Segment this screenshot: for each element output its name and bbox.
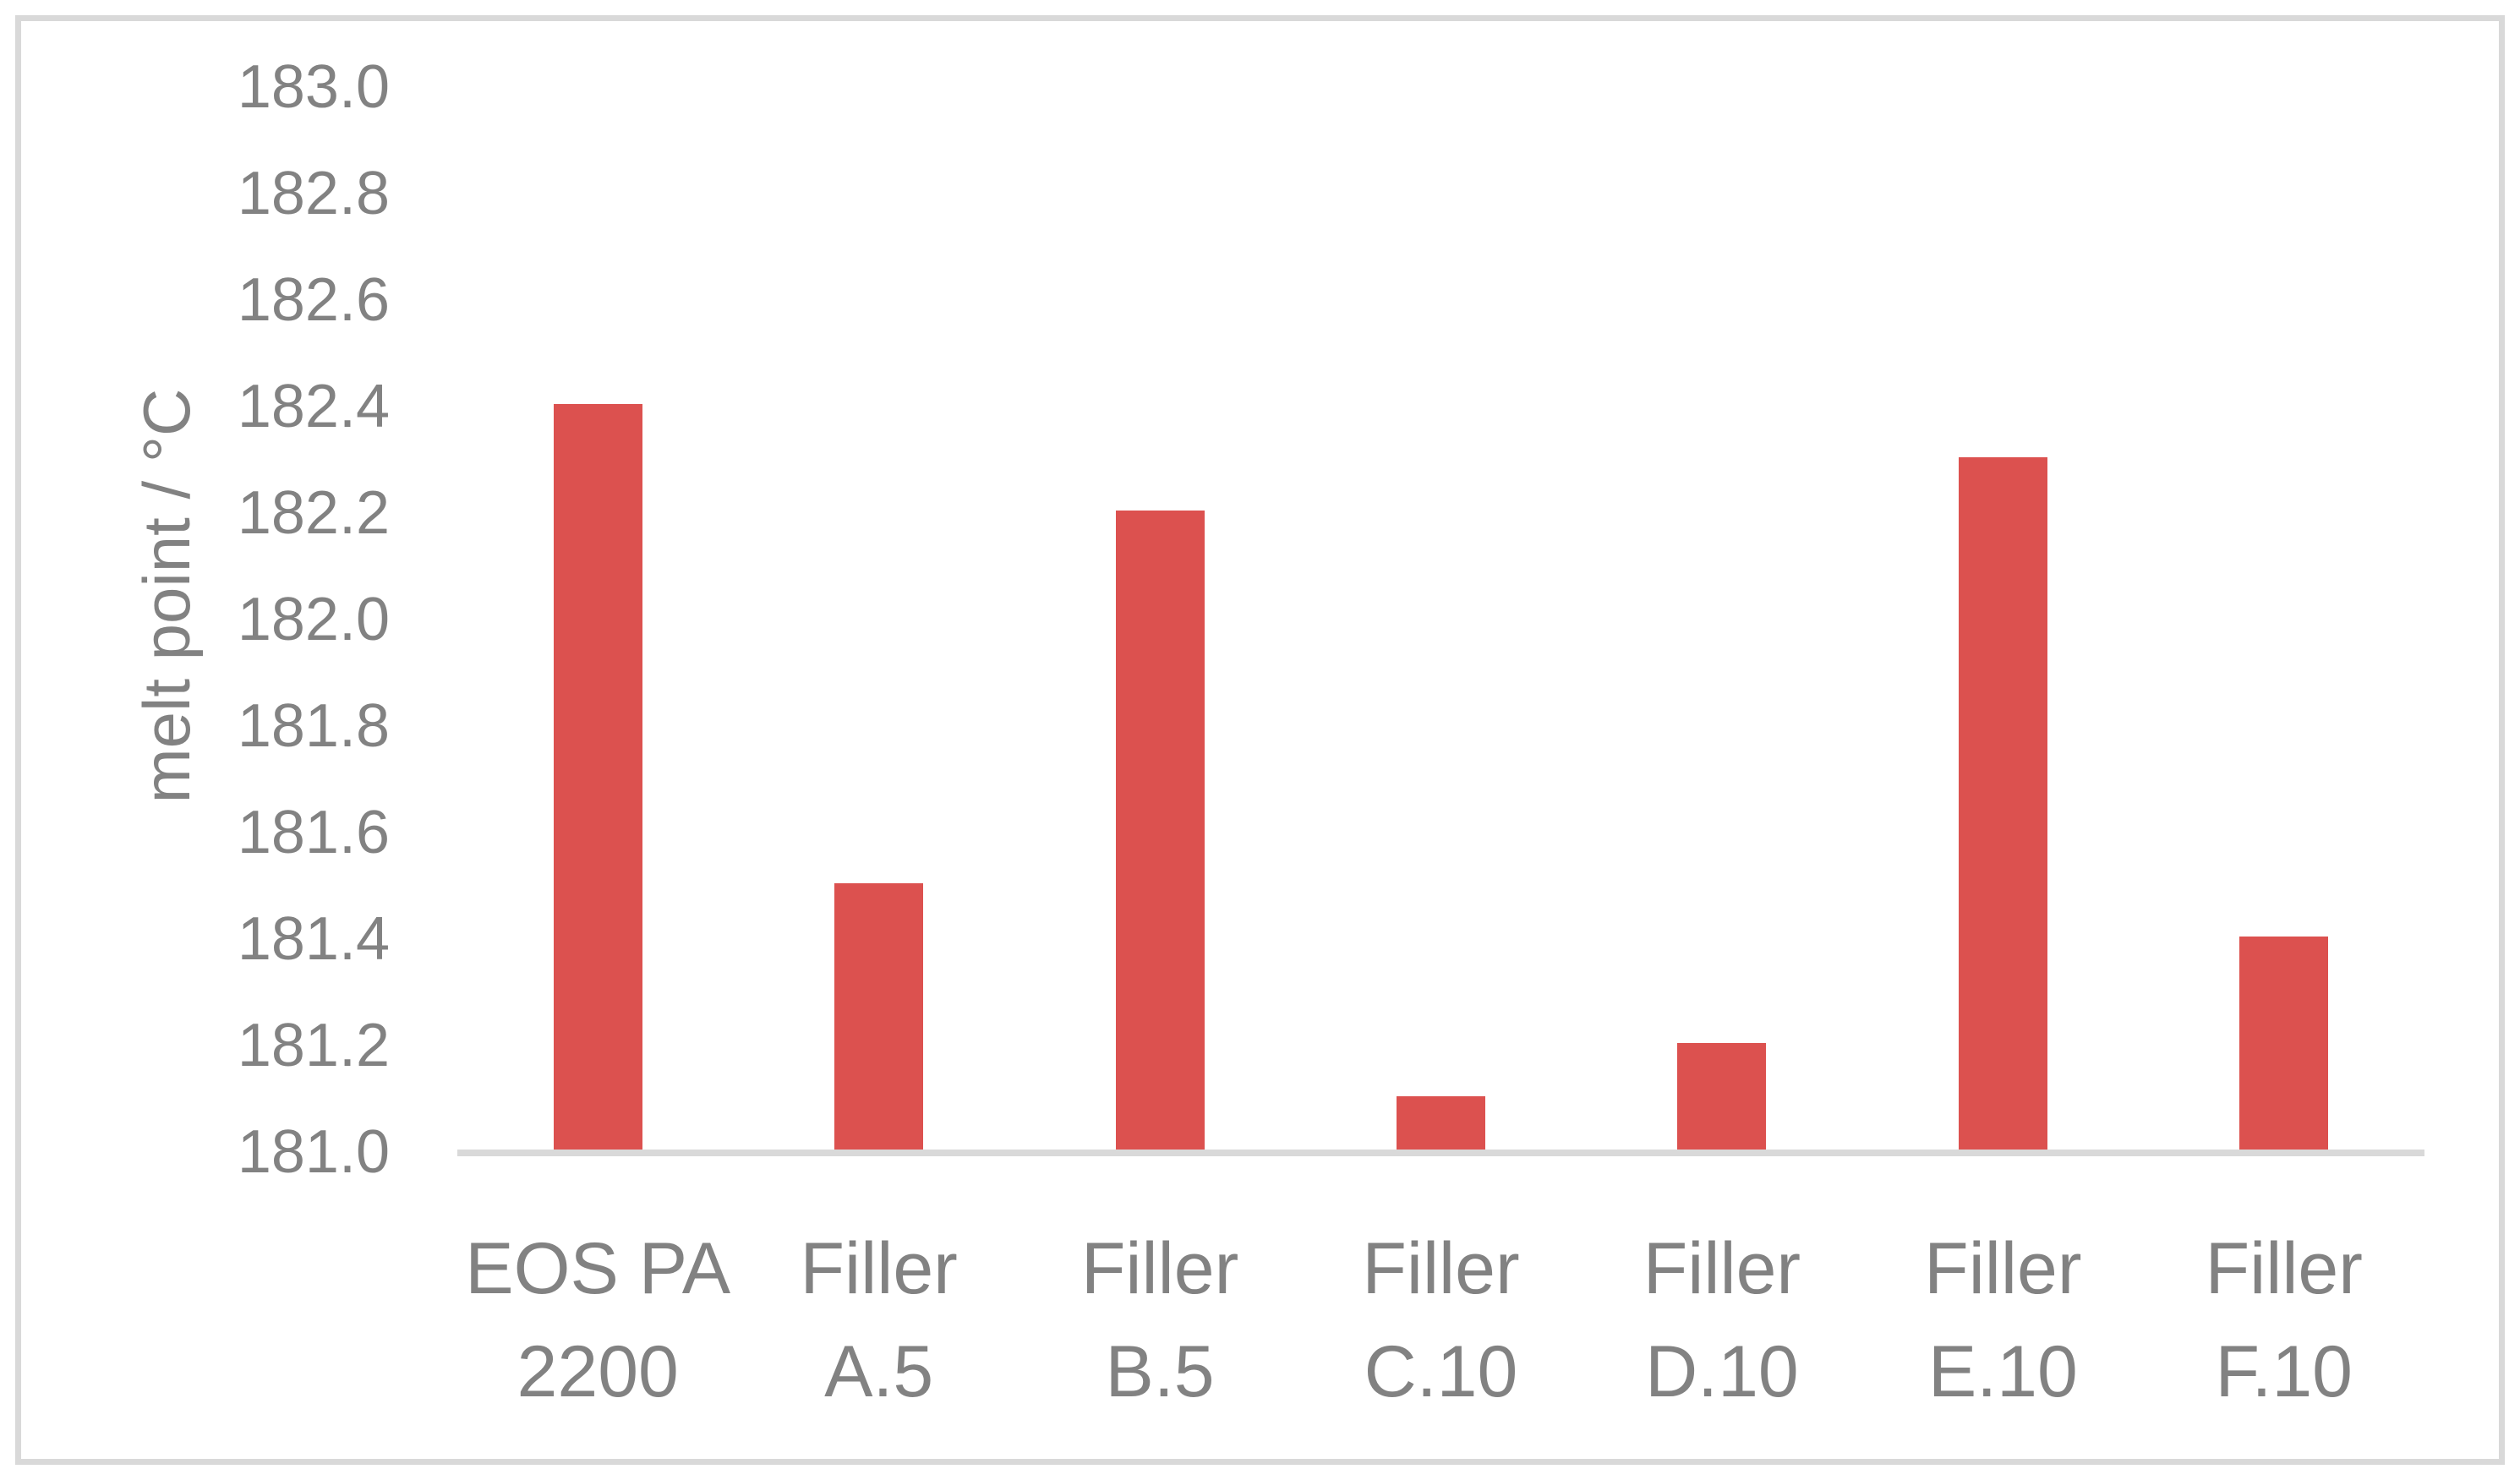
x-category-label: Filler A.5 <box>800 1228 958 1412</box>
x-axis-category-labels: EOS PA 2200 Filler A.5 Filler B.5 Filler C.… <box>457 1217 2424 1423</box>
bar <box>1115 511 1205 1150</box>
y-tick-label: 182.6 <box>237 266 390 334</box>
y-tick-label: 183.0 <box>237 53 390 121</box>
y-tick-label: 181.4 <box>237 905 390 973</box>
x-axis-line <box>457 1150 2424 1156</box>
chart-border <box>15 15 2505 1465</box>
y-tick-label: 181.6 <box>237 799 390 866</box>
y-tick-label: 182.0 <box>237 586 390 653</box>
x-category-label: Filler D.10 <box>1643 1228 1801 1412</box>
bar-slot <box>738 85 1019 1150</box>
x-category-label: Filler F.10 <box>2205 1228 2363 1412</box>
bar-slot <box>1019 85 1300 1150</box>
y-tick-label: 181.0 <box>237 1118 390 1186</box>
y-tick-label: 181.8 <box>237 692 390 760</box>
bar <box>2239 937 2329 1150</box>
y-tick-label: 182.4 <box>237 373 390 440</box>
bar <box>1396 1096 1485 1150</box>
bar-slot <box>1582 85 1862 1150</box>
bar <box>553 404 642 1150</box>
y-axis-tick-labels: 183.0 182.8 182.6 182.4 182.2 182.0 181.8 181.6… <box>0 0 390 1480</box>
bar <box>834 883 924 1150</box>
bar <box>1958 457 2047 1150</box>
y-tick-label: 182.2 <box>237 479 390 547</box>
x-category-label: Filler C.10 <box>1362 1228 1520 1412</box>
bar <box>1677 1043 1767 1150</box>
x-category-label: Filler E.10 <box>1924 1228 2082 1412</box>
plot-area <box>457 85 2424 1150</box>
x-category-label: EOS PA 2200 <box>465 1228 731 1412</box>
bar-slot <box>2144 85 2424 1150</box>
y-tick-label: 181.2 <box>237 1012 390 1079</box>
bar-slot <box>1300 85 1581 1150</box>
x-category-label: Filler B.5 <box>1080 1228 1239 1412</box>
bar-slot <box>1862 85 2143 1150</box>
y-tick-label: 182.8 <box>237 160 390 227</box>
bar-slot <box>457 85 738 1150</box>
